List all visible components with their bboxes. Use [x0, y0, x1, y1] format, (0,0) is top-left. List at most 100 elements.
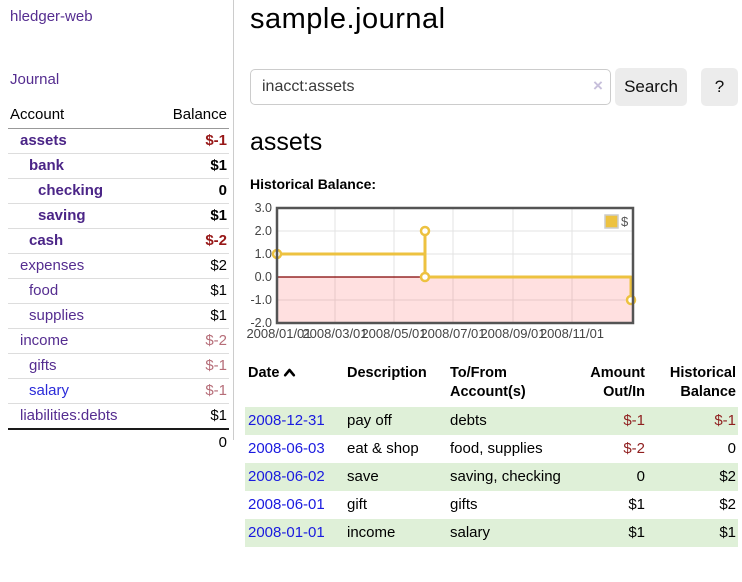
svg-text:2008/11/01: 2008/11/01	[540, 326, 604, 341]
transaction-amount: 0	[636, 468, 645, 485]
account-link-bank[interactable]: bank	[29, 157, 65, 174]
svg-text:2008/03/01: 2008/03/01	[302, 326, 367, 341]
svg-text:1.0: 1.0	[255, 247, 272, 261]
transaction-accounts: saving, checking	[450, 468, 561, 485]
transaction-date-link[interactable]: 2008-12-31	[248, 412, 325, 429]
register-row: 2008-06-02 save saving, checking 0 $2	[245, 463, 738, 491]
transaction-amount: $1	[628, 524, 645, 541]
account-link-gifts[interactable]: gifts	[29, 357, 57, 374]
register-header-description: Description	[347, 365, 427, 381]
transaction-date-link[interactable]: 2008-06-01	[248, 496, 325, 513]
account-row-food: food $1	[8, 278, 229, 304]
chart-x-axis-labels: 2008/01/01 2008/03/01 2008/05/01 2008/07…	[246, 326, 604, 341]
account-row-income: income $-2	[8, 328, 229, 354]
transaction-accounts: salary	[450, 524, 491, 541]
account-row-checking: checking 0	[8, 178, 229, 204]
account-link-saving[interactable]: saving	[38, 207, 86, 224]
transaction-date-link[interactable]: 2008-01-01	[248, 524, 325, 541]
chart-negative-region	[277, 277, 633, 323]
sort-ascending-icon	[283, 365, 296, 384]
account-balance: $-1	[153, 378, 229, 404]
account-link-assets[interactable]: assets	[20, 132, 67, 149]
page-title: sample.journal	[250, 3, 446, 35]
transaction-amount: $1	[628, 496, 645, 513]
svg-text:3.0: 3.0	[255, 201, 272, 215]
transaction-description: income	[347, 524, 396, 541]
accounts-total-row: 0	[8, 428, 229, 455]
account-balance: $1	[153, 278, 229, 304]
chart-title: Historical Balance:	[250, 176, 377, 192]
svg-text:-1.0: -1.0	[250, 293, 272, 307]
register-row: 2008-06-03 eat & shop food, supplies $-2…	[245, 435, 738, 463]
account-row-bank: bank $1	[8, 153, 229, 179]
chart-border	[275, 206, 635, 325]
account-row-cash: cash $-2	[8, 228, 229, 254]
legend-swatch-icon	[604, 214, 619, 229]
sidebar-divider	[233, 0, 234, 440]
register-header-amount: Amount Out/In	[590, 365, 645, 400]
transaction-balance: $2	[719, 468, 736, 485]
svg-text:2.0: 2.0	[255, 224, 272, 238]
chart-vertical-gridlines	[334, 208, 573, 323]
account-balance: $2	[153, 253, 229, 279]
accounts-header-balance: Balance	[153, 103, 229, 129]
accounts-header-row: Account Balance	[8, 103, 229, 129]
register-row: 2008-12-31 pay off debts $-1 $-1	[245, 407, 738, 435]
transaction-description: gift	[347, 496, 368, 513]
search-input[interactable]	[250, 69, 611, 105]
account-link-expenses[interactable]: expenses	[20, 257, 85, 274]
account-link-checking[interactable]: checking	[38, 182, 104, 199]
transaction-amount: $-1	[623, 412, 645, 429]
accounts-table: Account Balance assets $-1 bank $1 check…	[8, 103, 229, 455]
register-header-date[interactable]: Date	[245, 360, 344, 407]
transaction-balance: $-1	[714, 412, 736, 429]
transaction-accounts: debts	[450, 412, 487, 429]
svg-text:2008/01/01: 2008/01/01	[246, 326, 311, 341]
transaction-amount: $-2	[623, 440, 645, 457]
svg-text:2008/05/01: 2008/05/01	[361, 326, 426, 341]
historical-balance-chart: $ 3.0 2.0 1.0 0.0 -1.0 -2.0 2008/01/01 2…	[246, 201, 637, 341]
transaction-accounts: food, supplies	[450, 440, 543, 457]
chart-y-axis-labels: 3.0 2.0 1.0 0.0 -1.0 -2.0	[250, 201, 272, 330]
account-link-liabilities-debts[interactable]: liabilities:debts	[20, 407, 118, 424]
sidebar-item-journal[interactable]: Journal	[10, 71, 60, 88]
chart-plot-area	[277, 208, 633, 323]
balance-series-line	[275, 229, 633, 302]
brand-link[interactable]: hledger-web	[10, 8, 93, 25]
transaction-date-link[interactable]: 2008-06-03	[248, 440, 325, 457]
account-balance: $-2	[153, 228, 229, 254]
register-header-row: Date Description To/From Account(s) Amou…	[245, 360, 738, 407]
accounts-total-value: 0	[153, 428, 229, 455]
account-link-supplies[interactable]: supplies	[29, 307, 85, 324]
transaction-balance: 0	[727, 440, 736, 457]
register-header-accounts: To/From Account(s)	[450, 365, 526, 400]
help-button[interactable]: ?	[701, 68, 738, 106]
register-header-balance: Historical Balance	[669, 365, 736, 400]
register-table: Date Description To/From Account(s) Amou…	[245, 360, 738, 547]
account-link-cash[interactable]: cash	[29, 232, 64, 249]
account-balance: $-1	[153, 353, 229, 379]
transaction-description: eat & shop	[347, 440, 419, 457]
account-balance: $-1	[153, 128, 229, 154]
svg-text:2008/09/01: 2008/09/01	[480, 326, 545, 341]
account-heading: assets	[250, 128, 323, 156]
chart-legend: $	[604, 214, 629, 229]
account-row-expenses: expenses $2	[8, 253, 229, 279]
transaction-balance: $1	[719, 524, 736, 541]
transaction-accounts: gifts	[450, 496, 478, 513]
account-link-salary[interactable]: salary	[29, 382, 70, 399]
account-balance: $1	[153, 153, 229, 179]
account-link-income[interactable]: income	[20, 332, 69, 349]
transaction-date-link[interactable]: 2008-06-02	[248, 468, 325, 485]
transaction-description: save	[347, 468, 379, 485]
account-link-food[interactable]: food	[29, 282, 59, 299]
account-row-gifts: gifts $-1	[8, 353, 229, 379]
register-row: 2008-06-01 gift gifts $1 $2	[245, 491, 738, 519]
clear-search-icon[interactable]: ×	[593, 76, 603, 95]
account-row-saving: saving $1	[8, 203, 229, 229]
accounts-header-account: Account	[8, 103, 154, 129]
account-balance: $-2	[153, 328, 229, 354]
svg-text:2008/07/01: 2008/07/01	[420, 326, 485, 341]
svg-text:0.0: 0.0	[255, 270, 272, 284]
search-button[interactable]: Search	[615, 68, 687, 106]
